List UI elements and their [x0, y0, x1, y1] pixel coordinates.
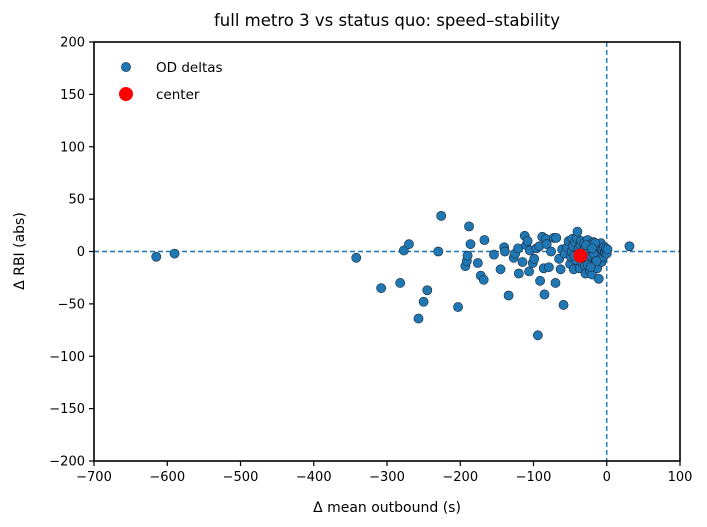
data-point — [418, 296, 429, 307]
data-point — [541, 239, 552, 250]
x-tick-label: −100 — [516, 470, 552, 485]
data-point — [151, 251, 162, 262]
legend-label-center: center — [156, 87, 200, 103]
data-point — [376, 283, 387, 294]
data-point — [539, 289, 550, 300]
legend-marker-center — [119, 87, 133, 101]
x-tick-label: −600 — [149, 470, 185, 485]
data-point — [465, 239, 476, 250]
x-tick-label: −400 — [296, 470, 332, 485]
data-point — [585, 262, 596, 273]
data-point — [558, 300, 569, 310]
legend-label-od-deltas: OD deltas — [156, 60, 223, 76]
y-tick-label: −200 — [49, 455, 85, 470]
data-point — [535, 275, 545, 286]
data-point — [593, 273, 604, 284]
data-point — [500, 246, 510, 257]
data-point — [624, 241, 635, 252]
data-point — [572, 226, 583, 237]
data-point — [479, 235, 490, 245]
y-tick-label: 0 — [77, 245, 85, 260]
y-tick-label: 100 — [60, 140, 85, 155]
data-point — [351, 252, 362, 263]
data-point — [550, 278, 561, 288]
y-tick-label: 150 — [60, 88, 85, 103]
legend-marker-od-deltas — [121, 62, 131, 72]
data-points — [151, 210, 635, 341]
center-point-layer — [573, 248, 588, 263]
data-point — [529, 253, 540, 264]
x-tick-label: −200 — [442, 470, 478, 485]
data-point — [169, 248, 180, 259]
x-tick-label: −700 — [76, 470, 112, 485]
data-point — [495, 264, 506, 275]
y-axis-ticks: −200 −150 −100 −50 0 50 100 150 200 — [49, 36, 94, 470]
data-point — [551, 232, 562, 243]
data-point — [436, 210, 447, 221]
data-point — [413, 313, 424, 324]
y-tick-label: −100 — [49, 350, 85, 365]
data-point — [503, 290, 514, 301]
data-point — [555, 264, 566, 275]
data-point — [478, 274, 489, 285]
x-axis-label: Δ mean outbound (s) — [313, 500, 461, 516]
y-axis-label: Δ RBI (abs) — [12, 212, 28, 290]
y-tick-label: −50 — [58, 297, 85, 312]
data-point — [422, 285, 433, 296]
legend: OD deltas center — [119, 60, 223, 103]
data-point — [587, 243, 597, 254]
data-point — [517, 257, 528, 267]
data-point — [464, 221, 474, 232]
data-point — [472, 258, 483, 268]
data-point — [433, 246, 444, 257]
y-tick-label: 200 — [60, 36, 85, 51]
y-tick-label: 50 — [68, 193, 85, 208]
data-point — [489, 249, 499, 260]
data-point — [522, 236, 533, 246]
data-point — [532, 330, 543, 341]
data-point — [453, 302, 463, 312]
data-point — [602, 244, 613, 255]
x-tick-label: 0 — [603, 470, 611, 485]
data-point — [546, 246, 556, 257]
data-point — [591, 256, 602, 266]
center-point — [573, 248, 588, 263]
data-point — [404, 239, 414, 250]
x-axis-ticks: −700 −600 −500 −400 −300 −200 −100 0 100 — [76, 461, 692, 485]
data-point — [543, 262, 554, 273]
y-tick-label: −150 — [49, 402, 85, 417]
data-point — [395, 278, 406, 288]
chart-title: full metro 3 vs status quo: speed–stabil… — [214, 11, 560, 30]
data-point — [513, 268, 524, 279]
x-tick-label: −500 — [223, 470, 259, 485]
data-point — [524, 266, 535, 277]
x-tick-label: 100 — [668, 470, 693, 485]
data-point — [462, 250, 473, 261]
x-tick-label: −300 — [369, 470, 405, 485]
